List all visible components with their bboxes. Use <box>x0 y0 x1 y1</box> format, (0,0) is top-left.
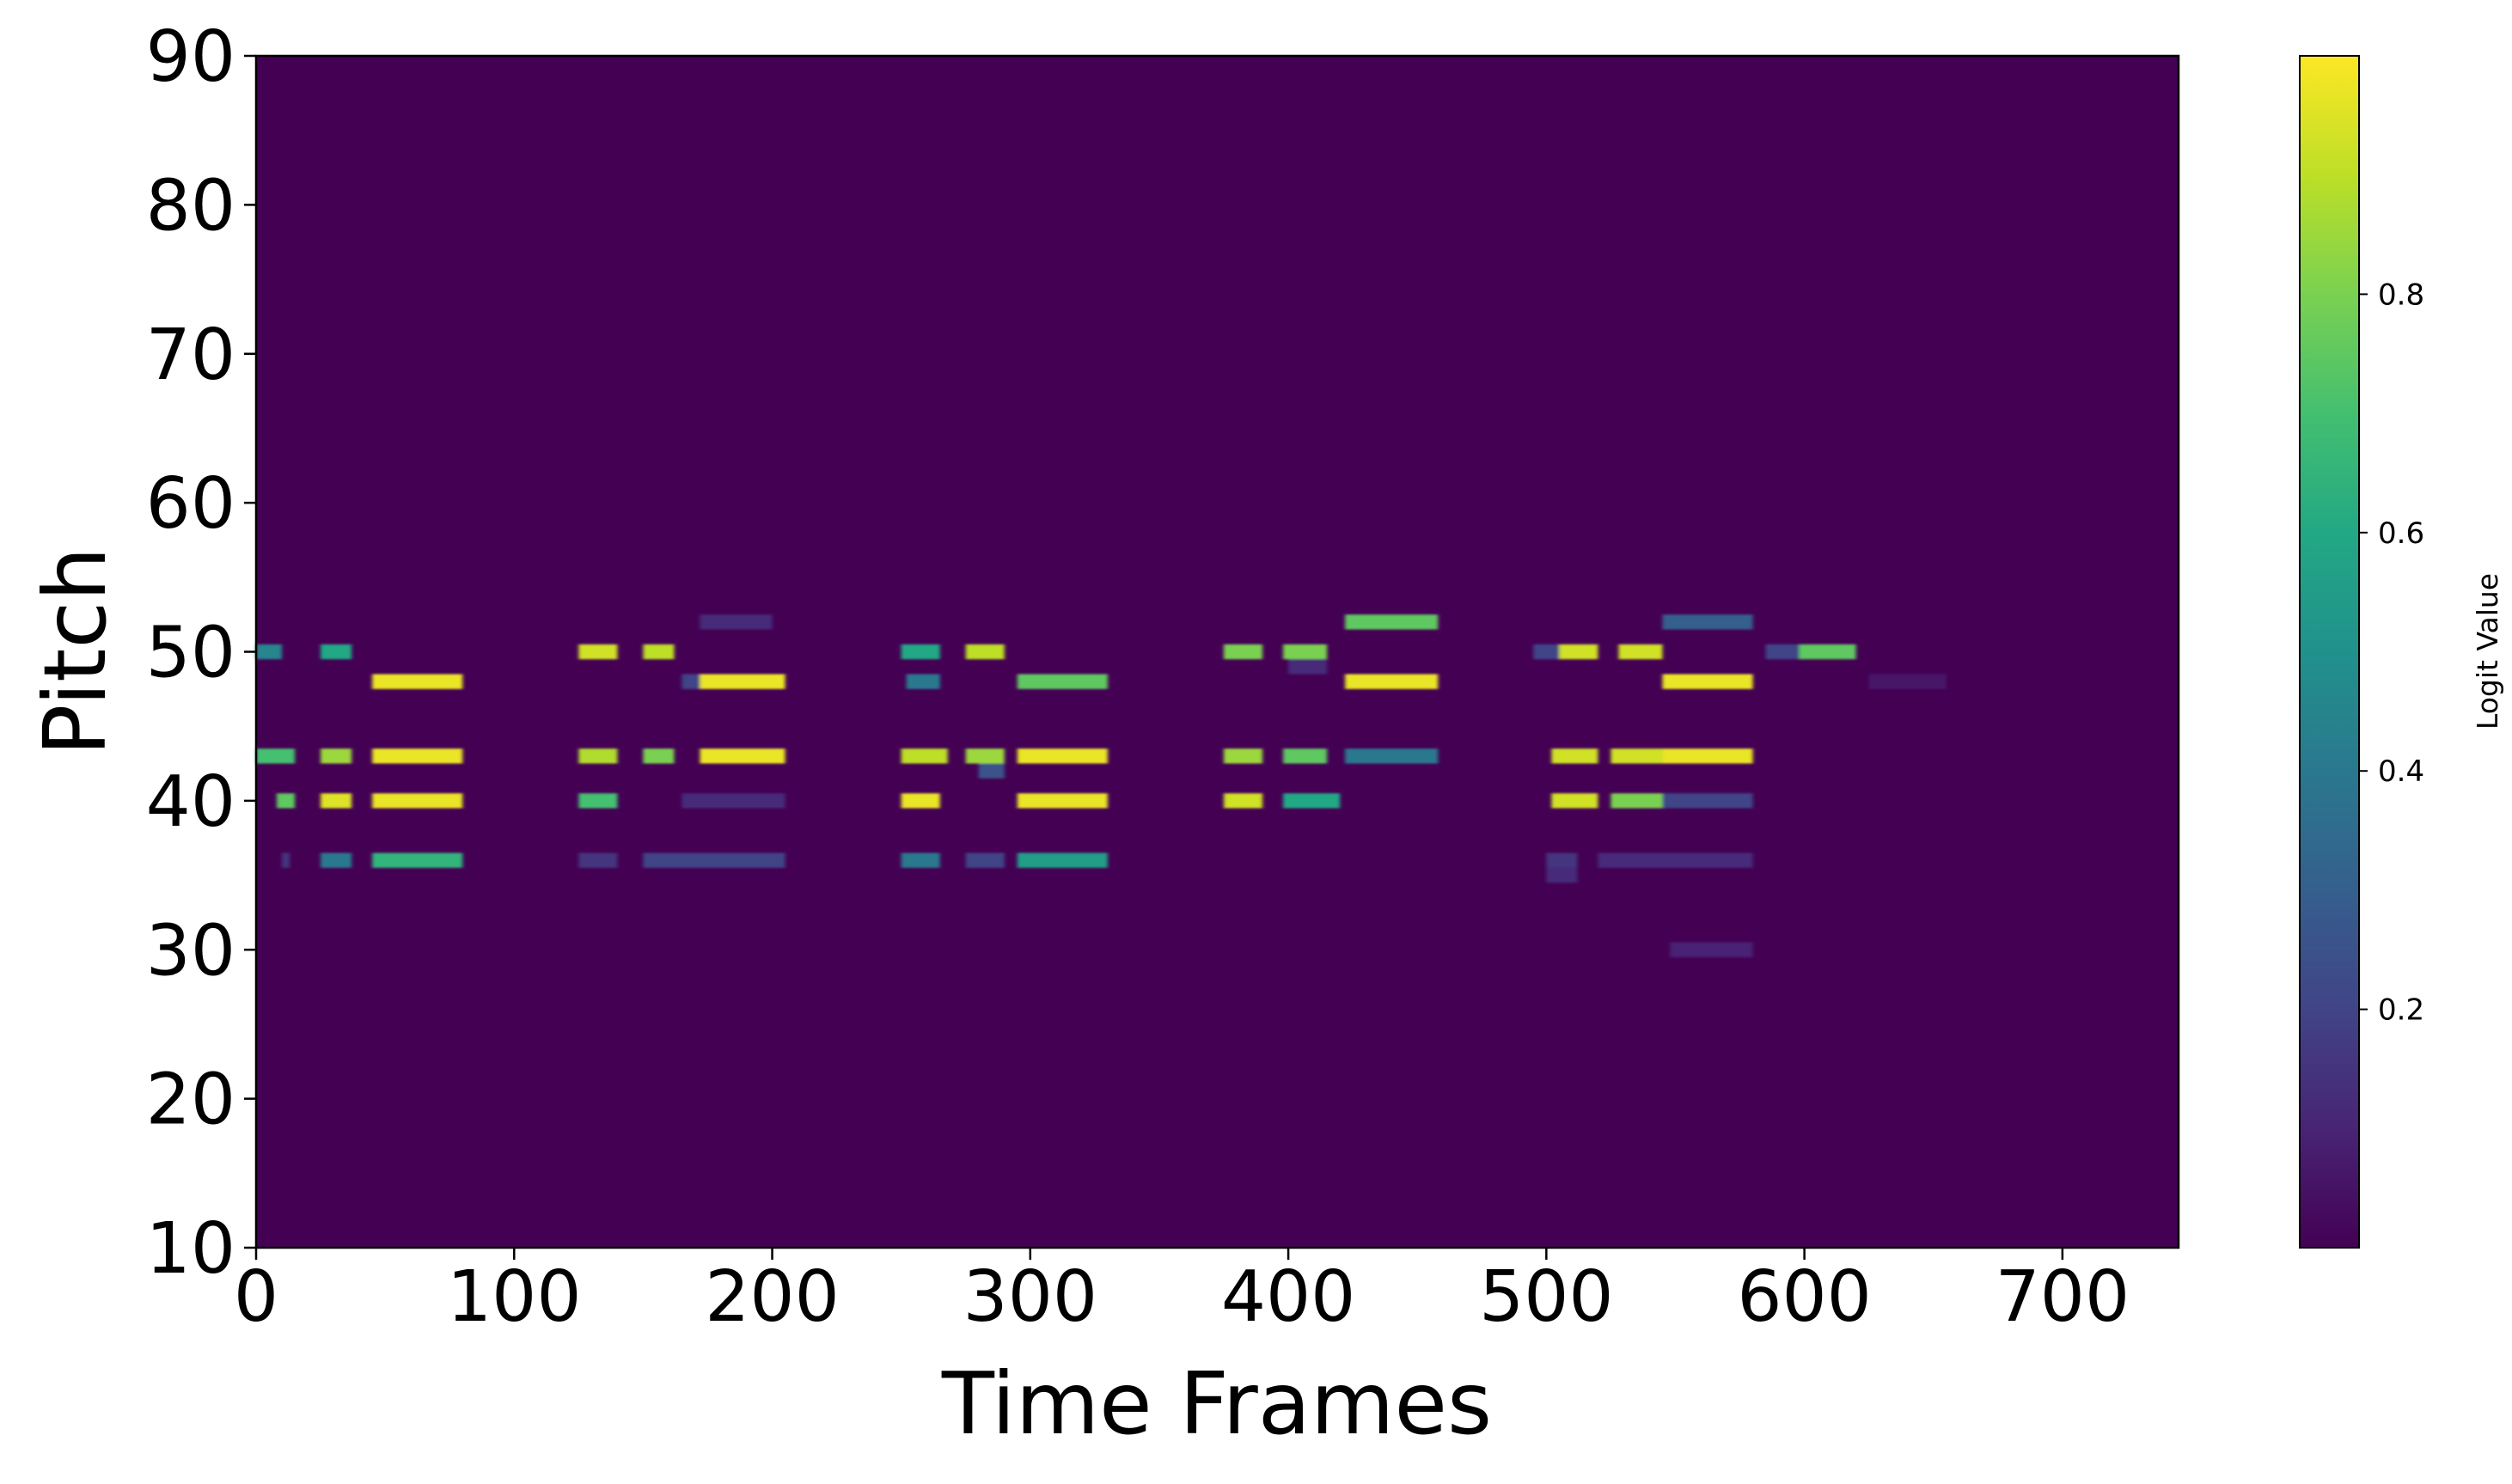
heat-cell <box>1618 644 1663 660</box>
heat-cell <box>372 748 463 764</box>
heat-cell <box>1598 852 1663 868</box>
heat-cell <box>1288 659 1328 675</box>
heat-cell <box>1868 674 1947 689</box>
y-tick-label: 70 <box>146 315 235 396</box>
heat-cell <box>321 852 352 868</box>
heat-cell <box>1283 793 1341 809</box>
y-tick-label: 40 <box>146 761 235 843</box>
heat-cell <box>1345 674 1439 689</box>
heat-cell <box>1017 748 1108 764</box>
heat-cell <box>321 748 352 764</box>
y-tick-label: 20 <box>146 1060 235 1141</box>
y-tick-label: 80 <box>146 165 235 247</box>
heat-cell <box>1662 748 1753 764</box>
x-tick-label: 600 <box>1737 1256 1872 1338</box>
x-tick-label: 400 <box>1221 1256 1356 1338</box>
heat-cell <box>1670 942 1753 957</box>
heat-cell <box>578 852 618 868</box>
heat-cell <box>906 674 940 689</box>
y-tick-label: 30 <box>146 910 235 992</box>
heat-cell <box>578 644 618 660</box>
heat-cell <box>1799 644 1856 660</box>
heat-cells <box>256 614 1947 957</box>
heat-cell <box>1017 852 1108 868</box>
y-tick-label: 60 <box>146 463 235 545</box>
x-axis-label: Time Frames <box>941 1353 1492 1454</box>
heat-cell <box>643 852 785 868</box>
x-tick-label: 500 <box>1479 1256 1614 1338</box>
heat-cell <box>372 793 463 809</box>
heat-cell <box>1345 614 1439 630</box>
y-tick-label: 50 <box>146 613 235 694</box>
heat-cell <box>1345 748 1439 764</box>
heat-cell <box>372 852 463 868</box>
colorbar-tick-label: 0.2 <box>2378 993 2424 1028</box>
heat-cell <box>1283 644 1328 660</box>
heat-cell <box>1662 793 1753 809</box>
heat-cell <box>1546 867 1578 883</box>
heat-cell <box>321 793 352 809</box>
y-tick-label: 90 <box>146 16 235 98</box>
heat-cell <box>1017 793 1108 809</box>
heat-cell <box>1610 748 1663 764</box>
heat-cell <box>372 674 463 689</box>
heat-cell <box>1662 614 1753 630</box>
heat-cell <box>965 644 1005 660</box>
heat-cell <box>965 852 1005 868</box>
heat-cell <box>1551 748 1598 764</box>
heat-cell <box>901 748 948 764</box>
heat-cell <box>643 644 675 660</box>
y-axis: 10 20 30 40 50 60 70 80 90 <box>146 16 256 1290</box>
x-tick-label: 200 <box>705 1256 840 1338</box>
heat-cell <box>277 793 296 809</box>
heat-cell <box>1559 644 1598 660</box>
heat-cell <box>1662 674 1753 689</box>
colorbar-tick-label: 0.8 <box>2378 278 2424 312</box>
heat-cell <box>700 748 785 764</box>
heat-cell <box>321 644 352 660</box>
heat-cell <box>681 793 785 809</box>
heat-cell <box>1224 748 1263 764</box>
heat-cell <box>901 793 940 809</box>
heat-cell <box>1283 748 1328 764</box>
heat-cell <box>1546 852 1578 868</box>
y-axis-label: Pitch <box>25 547 125 755</box>
colorbar-tick-label: 0.4 <box>2378 754 2424 789</box>
colorbar <box>2299 55 2360 1249</box>
y-tick-label: 10 <box>146 1208 235 1290</box>
heat-cell <box>256 644 283 660</box>
x-tick-label: 300 <box>963 1256 1098 1338</box>
heat-cell <box>643 748 675 764</box>
heat-cell <box>901 852 940 868</box>
heat-cell <box>978 763 1005 779</box>
heat-cell <box>901 644 940 660</box>
heat-cell <box>965 748 1005 764</box>
x-axis: 0 100 200 300 400 500 600 700 <box>234 1248 2130 1338</box>
heat-cell <box>681 674 700 689</box>
x-tick-label: 700 <box>1996 1256 2130 1338</box>
heat-cell <box>256 748 296 764</box>
heat-cell <box>1224 644 1263 660</box>
x-tick-label: 0 <box>234 1256 278 1338</box>
heat-cell <box>578 793 618 809</box>
heat-cell <box>700 674 785 689</box>
heat-cell <box>1224 793 1263 809</box>
heat-cell <box>282 852 290 868</box>
colorbar-tick-label: 0.6 <box>2378 516 2424 551</box>
x-tick-label: 100 <box>447 1256 582 1338</box>
heat-cell <box>1551 793 1598 809</box>
heat-cell <box>1610 793 1663 809</box>
heat-cell <box>1662 852 1753 868</box>
colorbar-label: Logit Value <box>2471 573 2504 730</box>
heat-cell <box>578 748 618 764</box>
heat-cell <box>1533 644 1560 660</box>
heat-cell <box>1765 644 1805 660</box>
heat-cell <box>700 614 773 630</box>
heat-cell <box>1017 674 1108 689</box>
plot-area <box>256 56 2179 1248</box>
colorbar-ticks: 0.2 0.4 0.6 0.8 <box>2359 278 2424 1028</box>
